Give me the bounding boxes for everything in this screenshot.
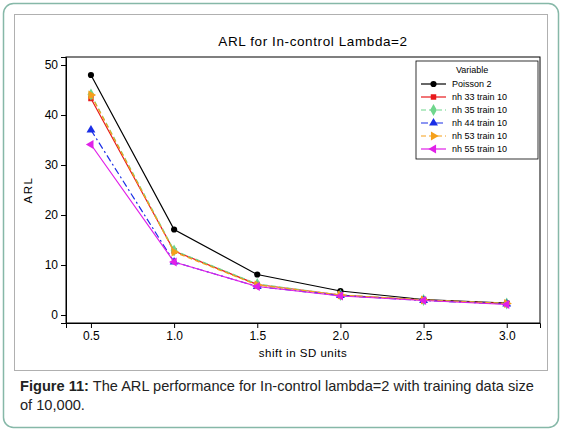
x-axis-title: shift in SD units <box>259 347 347 359</box>
legend-marker <box>429 118 438 126</box>
tick: 40 <box>45 108 66 122</box>
series-point <box>171 226 177 232</box>
series-point <box>172 248 180 257</box>
tick-label: 2.0 <box>333 329 350 343</box>
tick-mark <box>340 323 341 328</box>
tick-label: 40 <box>45 108 59 122</box>
caption: Figure 11: The ARL performance for In-co… <box>20 377 548 415</box>
x-axis: 0.5 1.0 1.5 2.0 2.5 3.0 <box>67 323 541 343</box>
tick-mark <box>507 323 508 328</box>
tick-label: 0.5 <box>83 329 100 343</box>
series-point <box>418 296 426 305</box>
tick: 50 <box>45 58 66 72</box>
tick-label: 20 <box>45 208 59 222</box>
series-point <box>87 125 96 133</box>
title: ARL for In-control Lambda=2 <box>218 34 407 49</box>
series-point <box>335 292 343 301</box>
legend: Variable Poisson 2 nh 33 train 10 nh 35 tra… <box>416 61 538 159</box>
tick: 10 <box>45 258 66 272</box>
figure-border <box>4 4 559 428</box>
series-point <box>86 140 94 149</box>
tick: 1.5 <box>249 323 266 343</box>
legend-marker <box>431 132 439 141</box>
tick-label: 0 <box>51 308 58 322</box>
tick-mark <box>61 115 66 116</box>
series-line <box>91 145 507 305</box>
legend-label: nh 53 train 10 <box>452 131 507 141</box>
caption-text: The ARL performance for In-control lambd… <box>20 378 534 413</box>
legend-label: nh 55 train 10 <box>452 144 507 154</box>
tick-label: 10 <box>45 258 59 272</box>
tick-label: 2.5 <box>416 329 433 343</box>
legend-marker <box>430 81 436 87</box>
axis-line <box>67 324 541 329</box>
legend-label: Poisson 2 <box>452 79 492 89</box>
caption-label: Figure 11: <box>20 378 89 394</box>
legend-marker <box>428 145 436 154</box>
tick-mark <box>61 215 66 216</box>
caption-space <box>89 378 93 394</box>
tick-label: 50 <box>45 58 59 72</box>
legend-title: Variable <box>456 65 488 75</box>
series-point <box>502 300 510 309</box>
tick-mark <box>61 165 66 166</box>
legend-marker <box>431 94 436 99</box>
legend-marker <box>430 104 437 116</box>
tick: 30 <box>45 158 66 172</box>
tick-mark <box>91 323 92 328</box>
tick-label: 30 <box>45 158 59 172</box>
tick: 1.0 <box>166 323 183 343</box>
series-point <box>88 72 94 78</box>
tick-label: 1.0 <box>166 329 183 343</box>
legend-box <box>416 61 538 159</box>
plot-frame <box>66 57 540 323</box>
tick-mark <box>257 323 258 328</box>
series-point <box>88 91 96 100</box>
legend-label: nh 35 train 10 <box>452 105 507 115</box>
axis-line <box>61 58 67 324</box>
tick: 20 <box>45 208 66 222</box>
legend-label: nh 44 train 10 <box>452 118 507 128</box>
tick-mark <box>174 323 175 328</box>
tick-mark <box>61 315 66 316</box>
y-axis: 0 10 20 30 40 50 <box>45 58 67 324</box>
series-point <box>254 271 260 277</box>
page: 0.5 1.0 1.5 2.0 2.5 3.0 0 10 20 30 40 50 ARL for In-… <box>0 0 562 431</box>
tick-label: 1.5 <box>249 329 266 343</box>
series-point <box>169 258 177 267</box>
series-point <box>252 282 260 291</box>
tick: 0.5 <box>83 323 100 343</box>
tick: 2.5 <box>416 323 433 343</box>
y-axis-title: ARL <box>22 177 34 204</box>
tick: 2.0 <box>333 323 350 343</box>
tick-mark <box>61 65 66 66</box>
tick: 3.0 <box>499 323 516 343</box>
graph-frame <box>15 15 548 371</box>
tick-label: 3.0 <box>499 329 516 343</box>
chart: 0.5 1.0 1.5 2.0 2.5 3.0 0 10 20 30 40 50 ARL for In-… <box>0 0 562 431</box>
tick-mark <box>424 323 425 328</box>
legend-label: nh 33 train 10 <box>452 92 507 102</box>
tick: 0 <box>51 308 66 322</box>
tick-mark <box>61 265 66 266</box>
